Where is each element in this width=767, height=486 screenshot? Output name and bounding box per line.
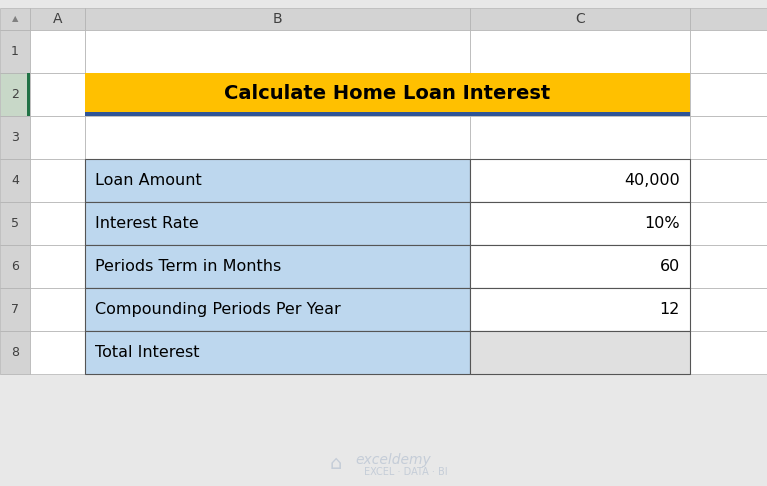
Bar [470,245,690,288]
Text: 3: 3 [11,131,19,144]
Bar [27,73,30,116]
Bar [85,288,470,331]
Bar [30,116,85,159]
Bar [690,73,767,116]
Bar [690,245,767,288]
Bar [470,331,690,374]
Text: Compounding Periods Per Year: Compounding Periods Per Year [95,302,341,317]
Bar [690,288,767,331]
Text: Loan Amount: Loan Amount [95,173,202,188]
Bar [85,202,470,245]
Bar [85,116,470,159]
Text: Calculate Home Loan Interest: Calculate Home Loan Interest [225,84,551,103]
Text: 10%: 10% [644,216,680,231]
Bar [85,245,470,288]
Bar [30,73,85,116]
Bar [470,116,690,159]
Text: Total Interest: Total Interest [95,345,199,360]
Bar [0,8,30,30]
Bar [85,112,690,116]
Text: ⌂: ⌂ [329,453,341,472]
Text: 1: 1 [11,45,19,58]
Bar [85,331,470,374]
Text: 4: 4 [11,174,19,187]
Bar [85,73,470,116]
Bar [0,331,30,374]
Bar [85,8,470,30]
Bar [0,245,30,288]
Bar [85,288,470,331]
Bar [470,202,690,245]
Text: 7: 7 [11,303,19,316]
Text: A: A [53,12,62,26]
Bar [470,8,690,30]
Bar [85,331,470,374]
Bar [85,159,470,202]
Bar [470,331,690,374]
Bar [0,159,30,202]
Text: B: B [273,12,282,26]
Text: 60: 60 [660,259,680,274]
Bar [470,159,690,202]
Bar [30,8,85,30]
Text: EXCEL · DATA · BI: EXCEL · DATA · BI [364,467,447,477]
Bar [690,116,767,159]
Bar [85,202,470,245]
Bar [470,159,690,202]
Bar [85,245,470,288]
Bar [0,116,30,159]
Bar [30,245,85,288]
Bar [0,202,30,245]
Bar [470,202,690,245]
Text: 12: 12 [660,302,680,317]
Bar [470,245,690,288]
Bar [0,30,30,73]
Text: 6: 6 [11,260,19,273]
Bar [85,159,470,202]
Bar [30,30,85,73]
Bar [690,8,767,30]
Bar [470,288,690,331]
Bar [470,288,690,331]
Text: Interest Rate: Interest Rate [95,216,199,231]
Text: 8: 8 [11,346,19,359]
Text: Periods Term in Months: Periods Term in Months [95,259,281,274]
Bar [0,8,767,374]
Text: 2: 2 [11,88,19,101]
Bar [0,288,30,331]
Bar [690,159,767,202]
Bar [690,202,767,245]
Bar [0,73,30,116]
Text: exceldemy: exceldemy [355,453,431,467]
Bar [690,30,767,73]
Bar [30,159,85,202]
Text: 40,000: 40,000 [624,173,680,188]
Bar [30,202,85,245]
Bar [470,73,690,116]
Bar [85,30,470,73]
Bar [85,73,690,116]
Bar [470,30,690,73]
Text: C: C [575,12,585,26]
Bar [30,288,85,331]
Bar [30,331,85,374]
Bar [690,331,767,374]
Text: 5: 5 [11,217,19,230]
Text: ▲: ▲ [12,15,18,23]
